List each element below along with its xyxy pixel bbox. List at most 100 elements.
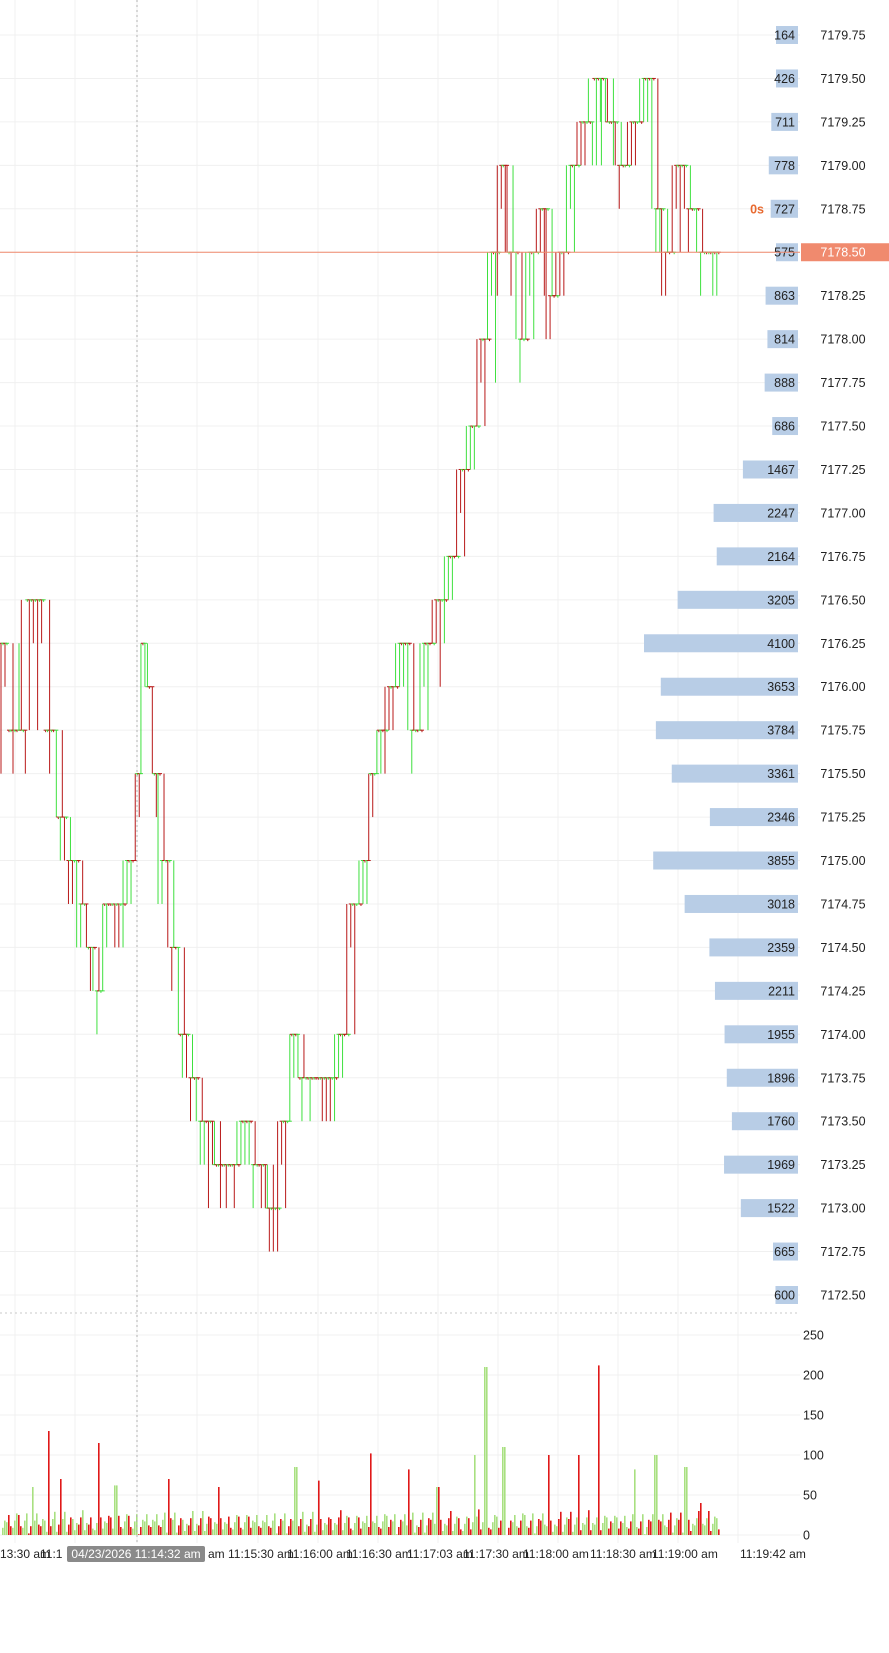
volume-bar (386, 1515, 388, 1535)
volume-bar (56, 1531, 58, 1535)
volume-bar (488, 1527, 490, 1535)
volume-bar (388, 1527, 390, 1535)
volume-bar (666, 1527, 668, 1535)
profile-volume-label: 1896 (767, 1071, 795, 1085)
profile-volume-label: 814 (774, 333, 795, 347)
profile-bar (716, 547, 798, 566)
volume-tick-label: 0 (803, 1529, 810, 1543)
profile-bar (742, 460, 798, 479)
volume-bar (608, 1528, 610, 1535)
profile-bar (773, 1242, 798, 1261)
volume-bar (406, 1525, 408, 1535)
time-tick-label: 11:15:30 am (228, 1547, 294, 1561)
volume-bar (32, 1487, 34, 1535)
volume-bar (492, 1522, 494, 1535)
volume-bar (462, 1531, 464, 1535)
volume-bar (708, 1511, 710, 1535)
volume-bar (206, 1523, 208, 1535)
volume-bar (178, 1525, 180, 1535)
volume-bar (636, 1527, 638, 1535)
volume-bar (254, 1522, 256, 1535)
volume-bar (82, 1510, 84, 1535)
price-tick-label: 7179.25 (820, 115, 865, 129)
volume-bar (20, 1526, 22, 1535)
volume-bar (212, 1529, 214, 1535)
volume-bar (150, 1527, 152, 1535)
volume-bar (554, 1524, 556, 1535)
volume-bar (486, 1367, 488, 1535)
price-tick-label: 7173.75 (820, 1071, 865, 1085)
profile-volume-label: 3784 (767, 724, 795, 738)
volume-bar (454, 1523, 456, 1535)
profile-volume-label: 2211 (768, 984, 795, 998)
volume-tick-label: 150 (803, 1409, 824, 1423)
volume-bar (204, 1531, 206, 1535)
price-tick-label: 7179.75 (820, 29, 865, 43)
volume-bar (62, 1519, 64, 1535)
profile-volume-label: 727 (774, 202, 795, 216)
volume-bar (654, 1455, 656, 1535)
volume-bar (562, 1531, 564, 1535)
volume-bar (246, 1515, 248, 1535)
volume-bar (36, 1513, 38, 1535)
price-tick-label: 7175.50 (820, 767, 865, 781)
volume-bar (24, 1520, 26, 1535)
volume-bar (514, 1515, 516, 1535)
price-tick-label: 7177.75 (820, 376, 865, 390)
profile-bar (776, 26, 798, 44)
volume-axis: 250 200 150 100 50 0 (803, 1329, 824, 1543)
volume-bar (76, 1523, 78, 1535)
volume-bar (148, 1525, 150, 1535)
profile-volume-label: 3361 (767, 767, 795, 781)
volume-bar (470, 1529, 472, 1535)
profile-volume-label: 4100 (767, 637, 795, 651)
price-tick-label: 7173.00 (820, 1202, 865, 1216)
volume-bar (8, 1515, 10, 1535)
volume-bar (156, 1514, 158, 1535)
profile-bar (740, 1199, 798, 1218)
volume-bar (374, 1523, 376, 1535)
volume-bar (310, 1519, 312, 1535)
volume-bar (428, 1518, 430, 1535)
volume-bar (312, 1511, 314, 1535)
volume-bar (34, 1520, 36, 1535)
volume-bar (524, 1515, 526, 1535)
volume-tick-label: 50 (803, 1489, 817, 1503)
volume-bar (52, 1519, 54, 1535)
volume-bar (138, 1534, 140, 1535)
volume-bar (536, 1526, 538, 1535)
volume-bar (282, 1520, 284, 1535)
volume-bar (120, 1527, 122, 1535)
volume-bar (86, 1523, 88, 1535)
volume-bar (198, 1525, 200, 1535)
volume-bar (344, 1523, 346, 1535)
volume-bar (84, 1530, 86, 1535)
volume-bar (550, 1520, 552, 1535)
volume-bar (366, 1515, 368, 1535)
volume-bar (490, 1529, 492, 1535)
volume-bar (652, 1514, 654, 1535)
volume-bar (616, 1517, 618, 1535)
profile-volume-label: 711 (775, 115, 795, 129)
volume-bar (694, 1525, 696, 1535)
volume-bar (610, 1521, 612, 1535)
volume-bar (272, 1520, 274, 1535)
volume-bar (58, 1524, 60, 1535)
volume-bar (202, 1511, 204, 1535)
profile-volume-label: 2247 (767, 506, 795, 520)
volume-profile: 164 426 711 778 727 575 863 814 888 686 1467 2247 21… (644, 26, 798, 1304)
volume-bar (662, 1514, 664, 1535)
price-axis[interactable]: 7179.75 7179.50 7179.25 7179.00 7178.75 7178.… (750, 29, 889, 1303)
volume-bar (112, 1528, 114, 1535)
volume-bar (338, 1517, 340, 1535)
volume-bar (510, 1520, 512, 1535)
volume-bar (682, 1532, 684, 1535)
volume-bar (398, 1527, 400, 1535)
current-price-label: 7178.50 (820, 246, 865, 260)
profile-bar (709, 808, 798, 827)
volume-bar (362, 1521, 364, 1535)
volume-bar (382, 1521, 384, 1535)
price-tick-label: 7174.25 (820, 984, 865, 998)
